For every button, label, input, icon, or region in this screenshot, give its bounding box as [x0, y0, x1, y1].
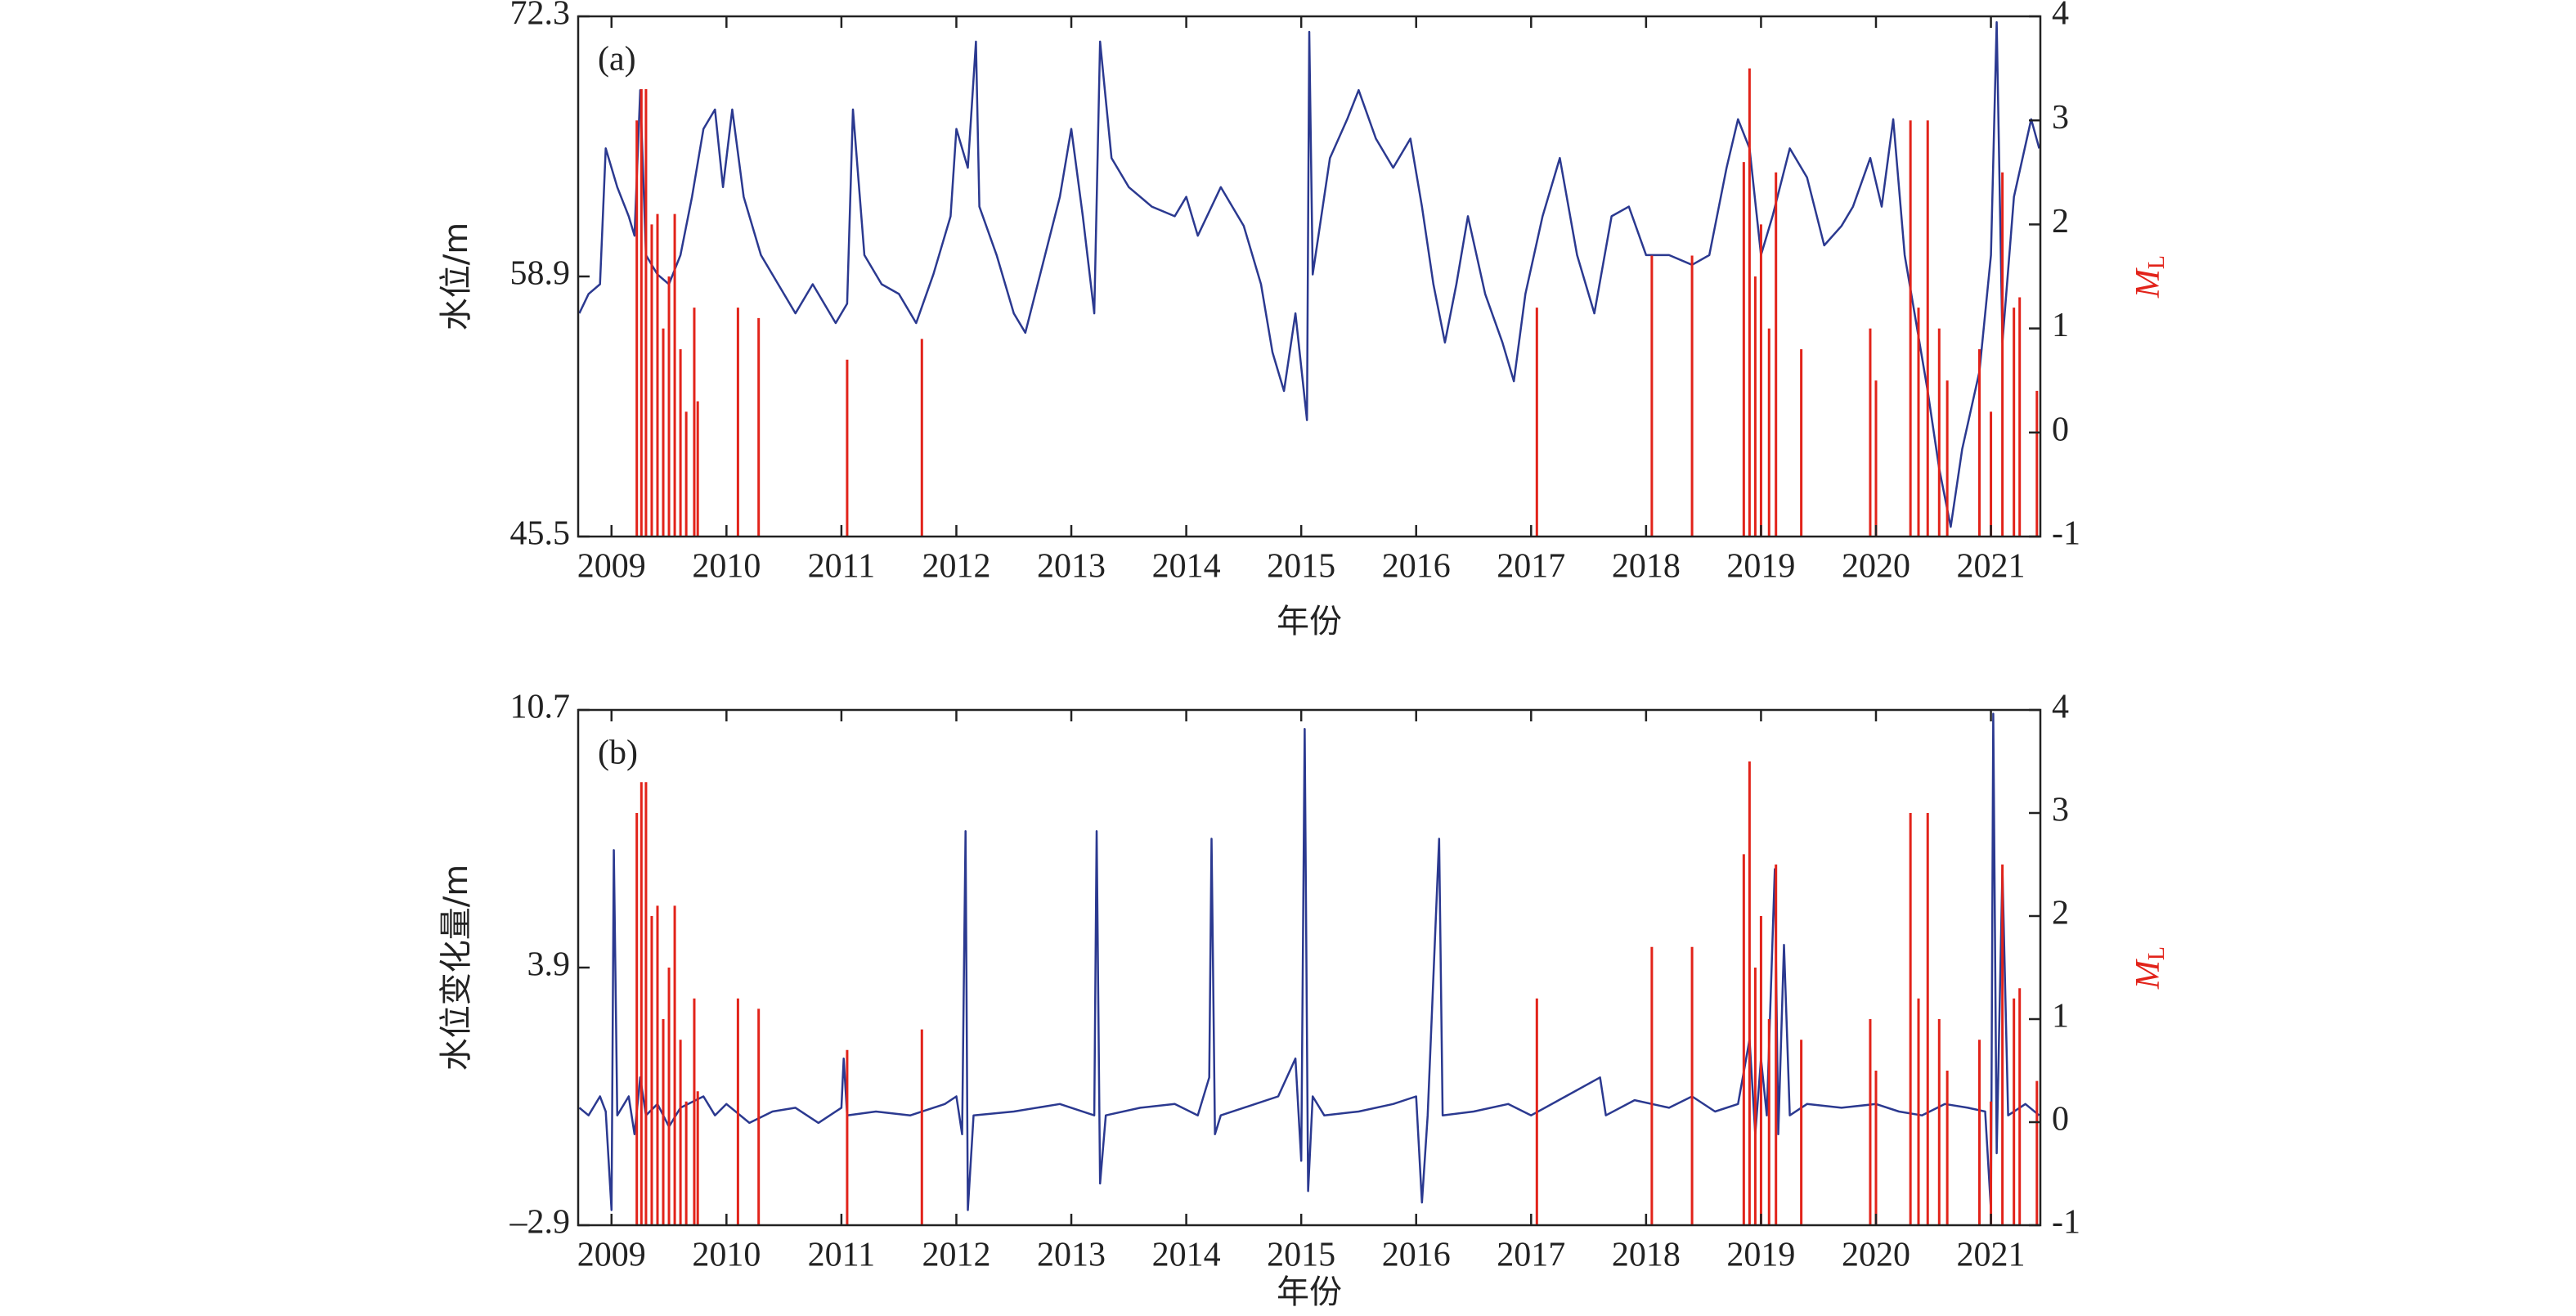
- x-tick-label: 2017: [1497, 1237, 1565, 1274]
- water-level-line: [578, 712, 2040, 1211]
- x-tick-label: 2011: [808, 548, 875, 586]
- y2-tick-label: 2: [2052, 203, 2069, 240]
- y-tick-label: 45.5: [510, 515, 571, 553]
- x-tick-label: 2009: [577, 1237, 646, 1274]
- y2-tick-label: -1: [2052, 515, 2080, 553]
- x-tick-label: 2021: [1957, 548, 2026, 586]
- panel: –2.9 3.9 10.7 -1 0 1 2 3 4 2009 2010 2011 2012 2013 20…: [438, 689, 2170, 1311]
- y-tick-label: 58.9: [510, 255, 571, 293]
- x-axis-label: 年份: [1277, 603, 1342, 640]
- y2-axis-label-sub: L: [2144, 255, 2170, 269]
- y-tick-label: –2.9: [509, 1204, 571, 1242]
- panel-label: (a): [598, 41, 636, 79]
- y-tick-label: 3.9: [527, 946, 571, 984]
- x-tick-label: 2020: [1842, 548, 1910, 586]
- water-level-line: [578, 20, 2040, 528]
- x-tick-label: 2020: [1842, 1237, 1910, 1274]
- x-tick-label: 2014: [1152, 1237, 1221, 1274]
- x-tick-label: 2012: [922, 548, 990, 586]
- x-tick-label: 2015: [1267, 1237, 1335, 1274]
- y2-tick-label: 3: [2052, 99, 2069, 137]
- x-tick-label: 2017: [1497, 548, 1565, 586]
- y2-tick-label: 2: [2052, 895, 2069, 932]
- x-tick-label: 2018: [1612, 1237, 1681, 1274]
- x-tick-label: 2012: [922, 1237, 990, 1274]
- y2-tick-label: 1: [2052, 998, 2069, 1035]
- y2-tick-label: -1: [2052, 1204, 2080, 1242]
- y2-axis-label-main: M: [2129, 959, 2167, 990]
- x-tick-label: 2016: [1382, 548, 1451, 586]
- y2-tick-label: 1: [2052, 307, 2069, 344]
- y2-axis-label: ML: [2129, 255, 2170, 299]
- y-axis-label: 水位/m: [438, 222, 475, 330]
- y-tick-label: 72.3: [510, 0, 571, 33]
- y2-axis-label: ML: [2129, 946, 2170, 990]
- y-axis-label: 水位变化量/m: [438, 865, 475, 1071]
- y2-tick-label: 0: [2052, 1101, 2069, 1139]
- x-tick-label: 2009: [577, 548, 646, 586]
- y2-axis-label-main: M: [2129, 267, 2167, 299]
- x-tick-label: 2015: [1267, 548, 1335, 586]
- x-tick-label: 2019: [1726, 548, 1795, 586]
- x-tick-label: 2010: [692, 548, 761, 586]
- x-tick-label: 2013: [1037, 548, 1106, 586]
- x-axis-label: 年份: [1277, 1273, 1342, 1311]
- x-tick-label: 2010: [692, 1237, 761, 1274]
- x-tick-label: 2018: [1612, 548, 1681, 586]
- y2-tick-label: 3: [2052, 792, 2069, 829]
- y2-tick-label: 4: [2052, 0, 2069, 33]
- y2-tick-label: 0: [2052, 411, 2069, 448]
- x-tick-label: 2021: [1957, 1237, 2026, 1274]
- x-tick-label: 2011: [808, 1237, 875, 1274]
- y-tick-label: 10.7: [510, 689, 571, 726]
- y2-tick-label: 4: [2052, 689, 2069, 726]
- x-tick-label: 2013: [1037, 1237, 1106, 1274]
- x-tick-label: 2014: [1152, 548, 1221, 586]
- y2-axis-label-sub: L: [2144, 946, 2170, 960]
- panel: 45.5 58.9 72.3 -1 0 1 2 3 4 2009 2010 2011 2012 2013 2…: [438, 0, 2170, 640]
- x-tick-label: 2019: [1726, 1237, 1795, 1274]
- panel-label: (b): [598, 734, 638, 772]
- x-tick-label: 2016: [1382, 1237, 1451, 1274]
